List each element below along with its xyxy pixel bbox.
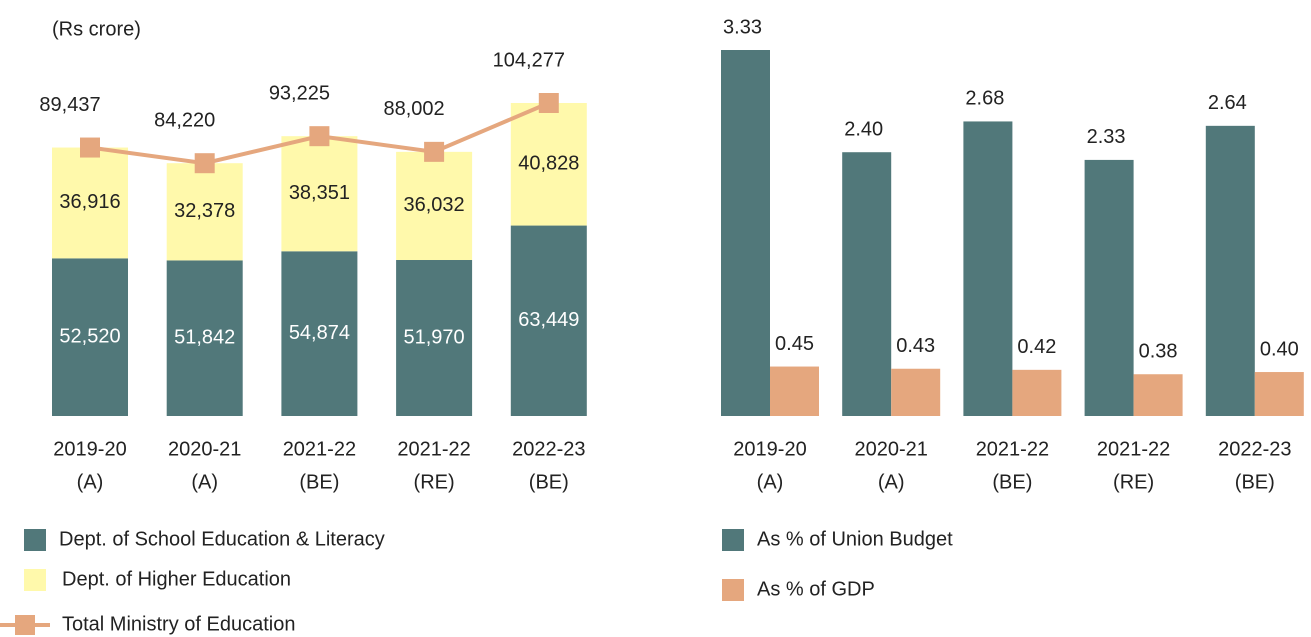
data-label: 51,842 <box>174 326 235 348</box>
x-tick-label: (RE) <box>414 471 455 493</box>
bar-segment <box>166 260 243 416</box>
line-marker <box>424 141 445 162</box>
bar <box>1254 372 1304 416</box>
bar-segment <box>52 258 128 416</box>
x-tick-label: (BE) <box>529 471 569 493</box>
bar <box>842 152 892 416</box>
legend-label: Dept. of School Education & Literacy <box>59 528 385 550</box>
x-tick-label: 2020-21 <box>854 438 927 460</box>
x-tick-label: 2019-20 <box>733 438 806 460</box>
legend-label: As % of GDP <box>757 578 875 600</box>
x-tick-label: 2022-23 <box>512 438 585 460</box>
bar-segment <box>281 251 358 416</box>
x-tick-label: 2021-22 <box>1097 438 1170 460</box>
data-label: 89,437 <box>39 94 100 116</box>
x-tick-label: 2021-22 <box>976 438 1049 460</box>
data-label: 2.40 <box>844 118 883 140</box>
bar <box>963 121 1013 417</box>
legend-swatch <box>722 579 744 601</box>
bar-segment <box>52 147 128 259</box>
bar <box>891 368 941 416</box>
x-tick-label: (A) <box>757 471 784 493</box>
data-label: 3.33 <box>723 16 762 38</box>
data-label: 104,277 <box>493 49 565 71</box>
bar-segment <box>281 136 358 252</box>
data-label: 38,351 <box>289 182 350 204</box>
line-marker <box>80 137 100 158</box>
bar <box>1084 159 1134 416</box>
chart-subtitle: (Rs crore) <box>52 18 141 40</box>
bar-segment <box>510 225 587 416</box>
data-label: 0.43 <box>896 335 935 357</box>
bar-segment <box>166 163 243 261</box>
bar <box>1205 125 1255 417</box>
x-tick-label: (A) <box>191 471 218 493</box>
x-tick-label: 2019-20 <box>53 438 126 460</box>
data-label: 0.42 <box>1017 336 1056 358</box>
line-marker <box>194 153 215 174</box>
data-label: 88,002 <box>384 98 445 120</box>
x-tick-label: (A) <box>878 471 905 493</box>
legend-swatch <box>722 529 744 551</box>
x-tick-label: 2021-22 <box>397 438 470 460</box>
bar-segment <box>396 151 473 261</box>
data-label: 52,520 <box>59 325 120 347</box>
x-tick-label: (A) <box>77 471 104 493</box>
data-label: 51,970 <box>404 326 465 348</box>
data-label: 32,378 <box>174 200 235 222</box>
legend-label: As % of Union Budget <box>757 528 953 550</box>
bar <box>1012 369 1062 416</box>
data-label: 0.38 <box>1139 341 1178 363</box>
x-tick-label: (BE) <box>992 471 1032 493</box>
x-tick-label: (RE) <box>1113 471 1154 493</box>
x-tick-label: 2020-21 <box>168 438 241 460</box>
data-label: 40,828 <box>518 153 579 175</box>
bar <box>1133 374 1183 416</box>
data-label: 36,916 <box>59 191 120 213</box>
data-label: 2.33 <box>1087 126 1126 148</box>
data-label: 36,032 <box>404 194 465 216</box>
data-label: 2.64 <box>1208 92 1247 114</box>
bar-segment <box>510 103 587 226</box>
x-tick-label: 2022-23 <box>1218 438 1291 460</box>
line-marker <box>309 126 330 147</box>
bar-segment <box>396 260 473 416</box>
bar <box>770 366 819 416</box>
legend-swatch <box>24 529 46 551</box>
x-tick-label: (BE) <box>1235 471 1275 493</box>
data-label: 93,225 <box>269 82 330 104</box>
data-label: 0.40 <box>1260 338 1299 360</box>
bar <box>721 50 770 416</box>
line-marker <box>538 93 559 113</box>
x-tick-label: 2021-22 <box>283 438 356 460</box>
data-label: 2.68 <box>965 88 1004 110</box>
data-label: 54,874 <box>289 322 350 344</box>
legend-label: Dept. of Higher Education <box>62 568 291 590</box>
legend-swatch <box>24 569 46 591</box>
data-label: 63,449 <box>518 309 579 331</box>
legend-label: Total Ministry of Education <box>62 613 295 635</box>
data-label: 84,220 <box>154 109 215 131</box>
data-label: 0.45 <box>775 333 814 355</box>
x-tick-label: (BE) <box>299 471 339 493</box>
legend-marker <box>15 615 35 635</box>
